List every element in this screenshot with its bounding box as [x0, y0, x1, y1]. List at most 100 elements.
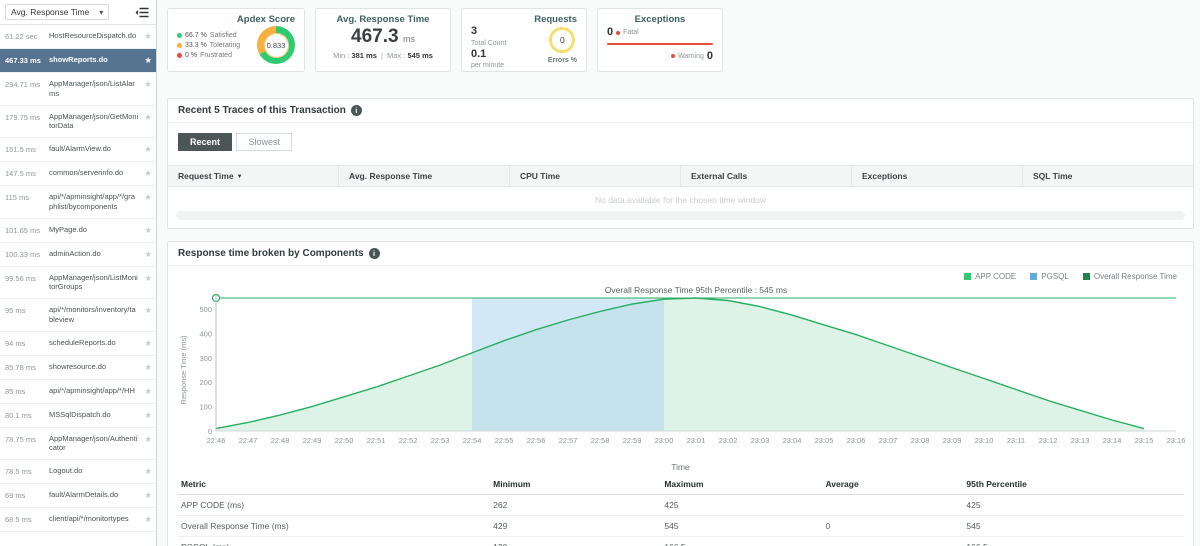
- transaction-list-item[interactable]: 147.5 ms common/serverinfo.do ★: [0, 162, 156, 186]
- transaction-list-item[interactable]: 100.33 ms adminAction.do ★: [0, 243, 156, 267]
- collapse-sidebar-icon[interactable]: [133, 5, 151, 20]
- info-icon[interactable]: i: [350, 105, 362, 116]
- transaction-list-item[interactable]: 78.5 ms Logout.do ★: [0, 460, 156, 484]
- star-icon[interactable]: ★: [144, 466, 152, 476]
- transaction-name: scheduleReports.do: [49, 337, 116, 347]
- x-tick-label: 22:48: [271, 436, 290, 445]
- trace-column-header[interactable]: SQL Time: [1022, 166, 1193, 186]
- transaction-list-item[interactable]: 85 ms api/*/apminsight/app/*/HH ★: [0, 380, 156, 404]
- x-tick-label: 23:04: [783, 436, 802, 445]
- star-icon[interactable]: ★: [144, 144, 152, 154]
- fatal-marker-icon: [616, 30, 621, 35]
- transaction-list-item[interactable]: 95 ms api/*/monitors/inventory/tableview ★: [0, 299, 156, 332]
- star-icon[interactable]: ★: [144, 409, 152, 420]
- transaction-list-item[interactable]: 94 ms scheduleReports.do ★: [0, 332, 156, 356]
- trace-column-header[interactable]: Avg. Response Time: [338, 166, 509, 186]
- avg-response-time-value: 467.3: [351, 26, 399, 48]
- info-icon[interactable]: i: [368, 248, 380, 259]
- metrics-row: APP CODE (ms) 262 425 425: [177, 494, 1184, 516]
- transaction-name: adminAction.do: [49, 248, 101, 258]
- avg-response-time-unit: ms: [403, 34, 415, 45]
- star-icon[interactable]: ★: [144, 55, 152, 65]
- star-icon[interactable]: ★: [144, 337, 152, 348]
- transaction-response-time: 94 ms: [5, 338, 26, 348]
- chart-legend-item[interactable]: APP CODE: [964, 272, 1016, 281]
- transaction-list-item[interactable]: 179.75 ms AppManager/json/GetMonitorData ★: [0, 106, 156, 138]
- horizontal-scrollbar[interactable]: [176, 211, 1185, 220]
- trace-column-header[interactable]: CPU Time: [509, 166, 680, 186]
- apdex-score-value: 0.833: [263, 32, 289, 58]
- star-icon[interactable]: ★: [144, 248, 152, 259]
- legend-dot-icon: [177, 32, 182, 38]
- star-icon[interactable]: ★: [144, 490, 152, 500]
- apdex-legend-label: Frustrated: [200, 51, 232, 59]
- transaction-list-item[interactable]: 101.65 ms MyPage.do ★: [0, 219, 156, 243]
- trace-column-header[interactable]: Exceptions: [851, 166, 1022, 186]
- legend-swatch-icon: [1030, 273, 1038, 280]
- star-icon[interactable]: ★: [144, 272, 152, 283]
- legend-dot-icon: [177, 52, 182, 58]
- transaction-response-time: 100.33 ms: [5, 249, 41, 259]
- transaction-response-time: 147.5 ms: [5, 169, 36, 178]
- metrics-cell: Overall Response Time (ms): [177, 515, 490, 537]
- star-icon[interactable]: ★: [144, 111, 152, 122]
- star-icon[interactable]: ★: [144, 192, 152, 202]
- y-tick-label: 300: [199, 354, 212, 363]
- x-tick-label: 23:14: [1103, 436, 1122, 445]
- tab-recent[interactable]: Recent: [178, 133, 233, 151]
- transaction-name: Logout.do: [49, 466, 83, 475]
- star-icon[interactable]: ★: [144, 31, 152, 41]
- x-tick-label: 22:47: [239, 436, 258, 445]
- chart-legend-item[interactable]: Overall Response Time: [1082, 272, 1177, 281]
- trace-column-header[interactable]: Request Time ▼: [178, 171, 243, 181]
- star-icon[interactable]: ★: [144, 514, 152, 524]
- chevron-down-icon: ▾: [99, 7, 104, 17]
- apdex-gauge: 0.833: [257, 26, 295, 65]
- metrics-cell: 545: [660, 515, 822, 537]
- metrics-cell: APP CODE (ms): [177, 494, 490, 516]
- x-tick-label: 23:05: [815, 436, 834, 445]
- metrics-cell: 425: [962, 494, 1184, 516]
- metric-filter-dropdown[interactable]: Avg. Response Time ▾: [5, 4, 110, 20]
- transaction-list-item[interactable]: 78.75 ms AppManager/json/Authenticator ★: [0, 428, 156, 460]
- transaction-list-item[interactable]: 294.71 ms AppManager/json/ListAlarms ★: [0, 73, 156, 106]
- x-tick-label: 23:01: [687, 436, 706, 445]
- transaction-list-item[interactable]: 85.78 ms showresource.do ★: [0, 356, 156, 380]
- transaction-list-item[interactable]: 68.5 ms client/api/*/monitortypes ★: [0, 508, 156, 532]
- x-tick-label: 23:09: [943, 436, 962, 445]
- trace-column-header[interactable]: External Calls: [680, 166, 851, 186]
- traces-panel-title: Recent 5 Traces of this Transaction: [178, 105, 346, 116]
- star-icon[interactable]: ★: [144, 433, 152, 444]
- transaction-list-item[interactable]: 69 ms fault/AlarmDetails.do ★: [0, 484, 156, 508]
- transaction-list-item[interactable]: 115 ms api/*/apminsight/app/*/graphlist/b…: [0, 186, 156, 219]
- star-icon[interactable]: ★: [144, 385, 152, 396]
- transaction-name: MSSqlDispatch.do: [49, 409, 111, 419]
- transaction-name: AppManager/json/Authenticator: [49, 433, 138, 453]
- star-icon[interactable]: ★: [144, 79, 152, 89]
- transaction-list-item[interactable]: 467.33 ms showReports.do ★: [0, 49, 156, 73]
- traces-panel: Recent 5 Traces of this Transaction i Re…: [167, 98, 1194, 229]
- transaction-list-item[interactable]: 99.56 ms AppManager/json/ListMonitorGroup…: [0, 267, 156, 299]
- star-icon[interactable]: ★: [144, 361, 152, 372]
- x-tick-label: 22:50: [335, 436, 354, 445]
- transaction-list-item[interactable]: 80.1 ms MSSqlDispatch.do ★: [0, 404, 156, 428]
- x-tick-label: 23:13: [1071, 436, 1090, 445]
- exceptions-card: Exceptions 0 Fatal Warning 0: [597, 8, 723, 72]
- x-tick-label: 22:54: [463, 436, 482, 445]
- transaction-name: api/*/apminsight/app/*/HH: [49, 385, 135, 395]
- transaction-response-time: 80.1 ms: [5, 410, 32, 420]
- avg-response-time-card: Avg. Response Time 467.3 ms Min : 381 ms…: [315, 8, 451, 72]
- metrics-column-header: Maximum: [660, 474, 822, 495]
- tab-slowest[interactable]: Slowest: [236, 133, 292, 151]
- star-icon[interactable]: ★: [144, 305, 152, 315]
- transaction-list-item[interactable]: 61.22 sec HostResourceDispatch.do ★: [0, 25, 156, 49]
- star-icon[interactable]: ★: [144, 168, 152, 178]
- transaction-name: client/api/*/monitortypes: [49, 514, 129, 523]
- pgsql-band: [472, 298, 664, 431]
- chart-legend-item[interactable]: PGSQL: [1030, 272, 1069, 281]
- transaction-list-item[interactable]: 151.5 ms fault/AlarmView.do ★: [0, 138, 156, 162]
- legend-swatch-icon: [964, 273, 972, 280]
- star-icon[interactable]: ★: [144, 224, 152, 235]
- response-time-chart[interactable]: Overall Response Time 95th Percentile : …: [176, 283, 1186, 459]
